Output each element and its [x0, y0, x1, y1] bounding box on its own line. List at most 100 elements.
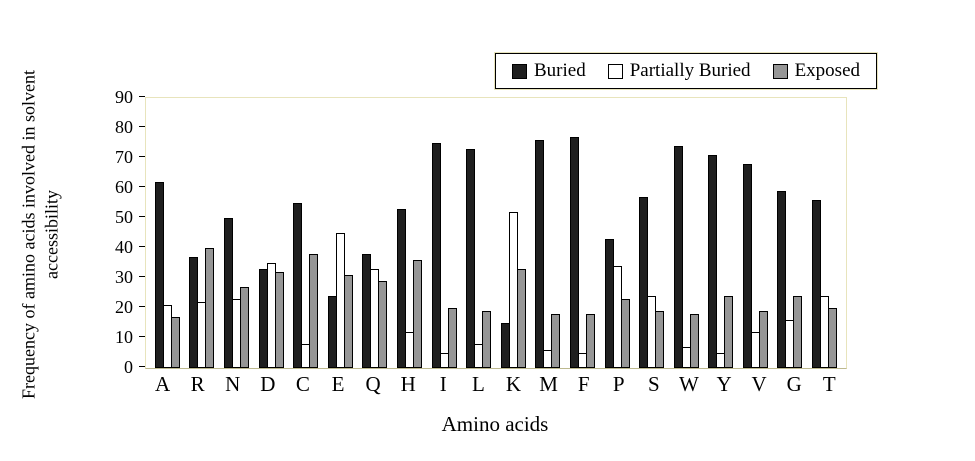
bar-buried-C	[293, 203, 303, 368]
legend-label-exposed: Exposed	[794, 60, 860, 81]
y-tick-mark-30	[139, 276, 145, 277]
x-tick-label-R: R	[190, 372, 205, 396]
legend-swatch-partially-buried	[607, 63, 623, 79]
y-tick-mark-20	[139, 306, 145, 307]
bar-exposed-C	[309, 254, 319, 368]
y-tick-label-80: 80	[115, 117, 133, 137]
bar-exposed-I	[447, 308, 457, 368]
legend-label-partially-buried: Partially Buried	[629, 60, 751, 81]
bar-group-V	[738, 98, 773, 368]
legend-label-buried: Buried	[534, 60, 586, 81]
y-tick-mark-40	[139, 246, 145, 247]
x-tick-label-C: C	[295, 372, 310, 396]
x-tick-label-L: L	[471, 372, 485, 396]
y-tick-label-30: 30	[115, 267, 133, 287]
bar-group-E	[323, 98, 358, 368]
x-tick-label-D: D	[260, 372, 276, 396]
bar-group-D	[254, 98, 289, 368]
y-tick-label-0: 0	[124, 357, 133, 377]
x-tick-label-W: W	[679, 372, 699, 396]
bar-group-Q	[358, 98, 393, 368]
y-tick-mark-90	[139, 96, 145, 97]
bar-buried-G	[777, 191, 787, 368]
legend-swatch-exposed	[772, 63, 788, 79]
y-axis: 0 10 20 30 40 50 60 70 80 90	[95, 88, 145, 376]
x-tick-label-V: V	[751, 372, 767, 396]
bar-buried-W	[673, 146, 683, 368]
bar-buried-H	[396, 209, 406, 368]
y-tick-label-50: 50	[115, 207, 133, 227]
y-tick-mark-10	[139, 336, 145, 337]
bar-exposed-H	[412, 260, 422, 368]
bar-exposed-E	[343, 275, 353, 368]
x-tick-label-H: H	[400, 372, 416, 396]
bar-group-C	[288, 98, 323, 368]
bar-group-M	[531, 98, 566, 368]
y-axis-title: Frequency of amino acids involved in sol…	[18, 70, 62, 399]
bar-group-K	[496, 98, 531, 368]
bar-buried-F	[569, 137, 579, 368]
bar-exposed-G	[793, 296, 803, 368]
bar-exposed-P	[620, 299, 630, 368]
y-tick-mark-0	[139, 366, 145, 367]
y-tick-label-90: 90	[115, 87, 133, 107]
bar-buried-I	[431, 143, 441, 368]
bar-group-Y	[704, 98, 739, 368]
y-tick-label-60: 60	[115, 177, 133, 197]
bar-group-L	[461, 98, 496, 368]
bar-exposed-L	[482, 311, 492, 368]
x-tick-label-F: F	[577, 372, 590, 396]
bar-exposed-D	[274, 272, 284, 368]
x-tick-label-Y: Y	[716, 372, 732, 396]
bar-exposed-S	[655, 311, 665, 368]
bar-group-R	[185, 98, 220, 368]
x-tick-label-A: A	[154, 372, 171, 396]
bar-group-S	[634, 98, 669, 368]
x-tick-label-K: K	[505, 372, 522, 396]
bar-buried-Y	[708, 155, 718, 368]
legend-item-partially-buried: Partially Buried	[607, 60, 751, 82]
legend: Buried Partially Buried Exposed	[495, 53, 877, 89]
bar-exposed-T	[828, 308, 838, 368]
legend-swatch-buried	[512, 63, 527, 79]
bar-exposed-F	[585, 314, 595, 368]
x-tick-label-T: T	[822, 372, 836, 396]
x-axis-title: Amino acids	[441, 412, 549, 436]
legend-item-buried: Buried	[512, 60, 586, 82]
bar-exposed-Y	[724, 296, 734, 368]
legend-item-exposed: Exposed	[772, 60, 860, 82]
bar-exposed-V	[758, 311, 768, 368]
bar-exposed-M	[551, 314, 561, 368]
bar-buried-N	[223, 218, 233, 368]
x-tick-label-Q: Q	[365, 372, 381, 396]
x-tick-label-G: G	[786, 372, 802, 396]
bar-exposed-W	[689, 314, 699, 368]
bar-exposed-N	[239, 287, 249, 368]
bar-group-I	[427, 98, 462, 368]
x-tick-label-S: S	[648, 372, 660, 396]
bar-exposed-A	[170, 317, 180, 368]
bar-group-H	[392, 98, 427, 368]
y-tick-mark-70	[139, 156, 145, 157]
y-tick-label-40: 40	[115, 237, 133, 257]
bar-exposed-K	[516, 269, 526, 368]
x-tick-label-P: P	[612, 372, 625, 396]
bar-buried-M	[535, 140, 545, 368]
bar-exposed-Q	[378, 281, 388, 368]
bar-group-W	[669, 98, 704, 368]
y-tick-label-20: 20	[115, 297, 133, 317]
bar-buried-V	[742, 164, 752, 368]
bar-group-N	[219, 98, 254, 368]
x-tick-label-I: I	[439, 372, 447, 396]
bar-group-F	[565, 98, 600, 368]
y-tick-label-10: 10	[115, 327, 133, 347]
bar-exposed-R	[205, 248, 215, 368]
y-tick-mark-80	[139, 126, 145, 127]
plot-area	[145, 97, 847, 369]
bar-buried-S	[639, 197, 649, 368]
bar-groups	[146, 98, 846, 368]
bar-group-P	[600, 98, 635, 368]
x-tick-label-E: E	[331, 372, 345, 396]
